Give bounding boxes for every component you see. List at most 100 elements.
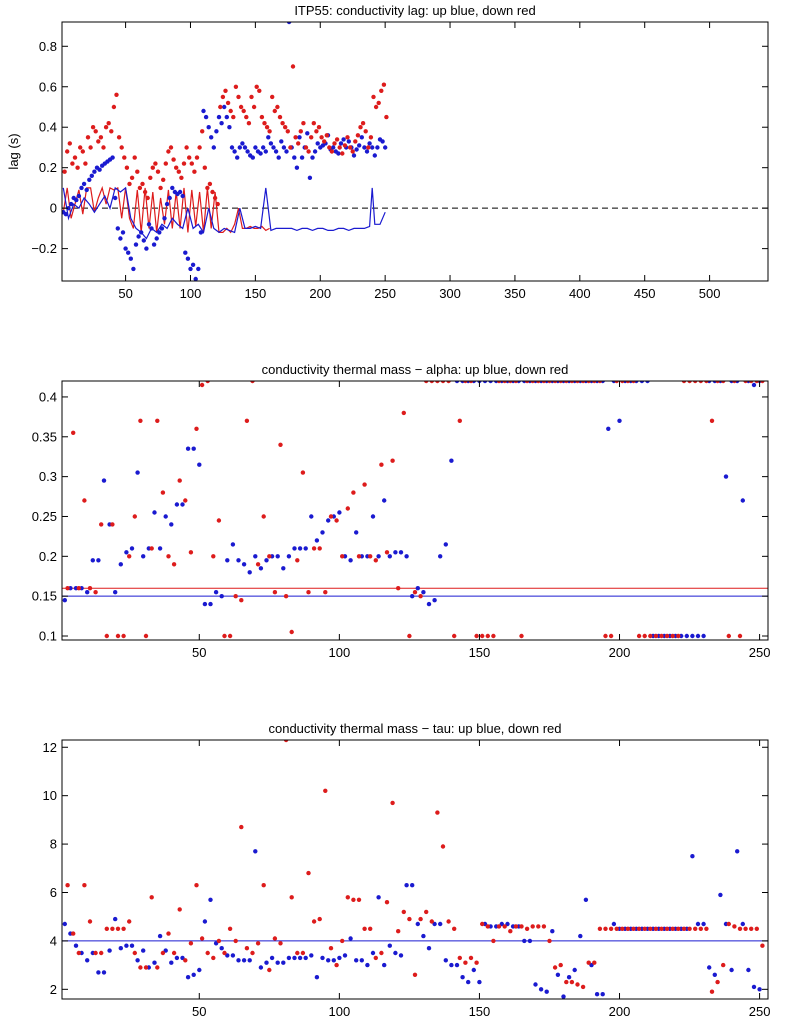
x-tick-label: 200: [609, 645, 631, 660]
up-point: [751, 984, 757, 990]
up-point: [383, 145, 388, 150]
down-point: [149, 895, 154, 900]
down-point: [250, 950, 255, 956]
down-point: [278, 941, 283, 946]
down-point: [174, 165, 179, 170]
down-point: [737, 633, 743, 639]
down-point: [322, 139, 327, 144]
down-point: [155, 965, 160, 970]
up-point: [410, 883, 415, 888]
down-point: [642, 926, 647, 931]
up-point: [550, 929, 555, 934]
down-point: [356, 554, 362, 559]
up-point: [740, 498, 745, 503]
up-point: [342, 953, 348, 958]
down-point: [586, 960, 591, 965]
down-point: [261, 514, 266, 519]
down-point: [608, 926, 614, 931]
down-point: [171, 562, 177, 567]
y-tick-label: 8: [50, 837, 57, 852]
down-point: [189, 161, 194, 166]
down-point: [160, 490, 166, 495]
up-point: [299, 155, 305, 160]
down-point: [257, 88, 262, 94]
up-point: [81, 181, 87, 187]
down-point: [636, 633, 642, 639]
up-point: [309, 514, 314, 519]
up-point: [426, 601, 432, 607]
up-point: [190, 262, 196, 267]
up-point: [364, 149, 370, 154]
down-point: [300, 950, 306, 956]
down-point: [225, 100, 231, 106]
down-point: [376, 100, 381, 106]
up-point: [76, 193, 82, 199]
up-point: [154, 236, 159, 241]
up-point: [488, 381, 493, 384]
up-point: [159, 226, 165, 231]
down-point: [749, 381, 754, 384]
down-point: [251, 104, 257, 110]
down-point: [743, 926, 748, 931]
up-point: [118, 562, 124, 567]
down-point: [80, 149, 86, 154]
up-point: [606, 999, 610, 1003]
down-point: [659, 926, 664, 931]
down-point: [446, 919, 451, 924]
down-point: [211, 554, 216, 559]
down-point: [67, 141, 73, 146]
down-point: [547, 938, 552, 944]
y-axis-label: lag (s): [6, 133, 21, 169]
down-point: [474, 633, 479, 639]
down-point: [664, 926, 670, 931]
down-point: [698, 926, 703, 931]
up-point: [241, 958, 247, 963]
down-point: [211, 955, 216, 961]
down-point: [715, 979, 720, 985]
down-point: [345, 506, 350, 511]
down-point: [194, 426, 199, 431]
down-point: [99, 950, 104, 956]
up-point: [359, 135, 364, 140]
down-point: [743, 381, 748, 384]
up-point: [312, 149, 318, 154]
down-point: [295, 950, 300, 956]
up-point: [348, 936, 353, 941]
up-point: [208, 601, 213, 607]
down-point: [212, 195, 218, 201]
up-point: [191, 972, 196, 977]
up-point: [351, 153, 357, 158]
down-point: [140, 181, 145, 187]
down-point: [65, 883, 70, 888]
up-point: [124, 943, 129, 948]
down-point: [468, 381, 474, 384]
down-point: [446, 381, 451, 384]
down-point: [194, 883, 199, 888]
up-line: [62, 186, 386, 240]
up-point: [219, 594, 224, 599]
down-point: [303, 145, 309, 150]
y-tick-label: 0.8: [39, 39, 57, 54]
down-point: [608, 633, 614, 639]
up-point: [279, 139, 284, 144]
up-point: [170, 185, 175, 191]
up-point: [372, 153, 377, 158]
x-tick-label: 150: [469, 1004, 491, 1019]
down-point: [295, 558, 300, 563]
down-point: [300, 470, 306, 475]
down-point: [104, 633, 110, 639]
down-point: [327, 145, 332, 150]
up-point: [177, 189, 183, 195]
down-point: [418, 594, 423, 599]
down-point: [103, 125, 109, 130]
up-point: [357, 143, 362, 148]
up-point: [438, 921, 443, 927]
up-point: [359, 958, 364, 963]
down-point: [127, 181, 132, 187]
up-point: [235, 155, 240, 160]
down-point: [121, 633, 126, 639]
up-point: [415, 586, 420, 591]
up-point: [225, 558, 230, 563]
down-point: [93, 129, 98, 134]
up-point: [380, 139, 385, 144]
